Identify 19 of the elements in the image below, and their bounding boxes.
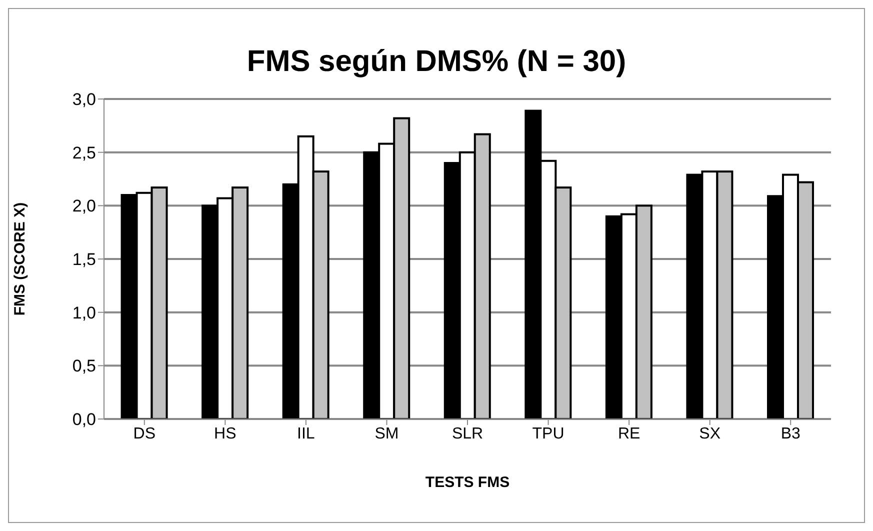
y-tick-label: 2,5 bbox=[72, 143, 96, 162]
x-tick-label: HS bbox=[214, 425, 236, 442]
y-axis-title: FMS (SCORE X) bbox=[11, 202, 28, 316]
y-tick-label: 1,0 bbox=[72, 303, 96, 322]
y-tick-label: 0,0 bbox=[72, 410, 96, 430]
y-tick-label: 2,0 bbox=[72, 196, 96, 216]
x-tick-label: SX bbox=[699, 425, 721, 442]
x-tick-label: B3 bbox=[780, 425, 800, 442]
x-tick-label: SLR bbox=[452, 425, 484, 442]
y-tick-label: 1,5 bbox=[72, 250, 96, 270]
chart-title: FMS según DMS% (N = 30) bbox=[246, 45, 628, 79]
x-axis-title: TESTS FMS bbox=[425, 474, 510, 491]
x-tick-label: SM bbox=[374, 425, 399, 442]
x-tick-label: IIL bbox=[297, 425, 315, 442]
x-tick-label: RE bbox=[618, 425, 640, 442]
y-tick-label: 3,0 bbox=[72, 90, 96, 110]
x-tick-label: DS bbox=[133, 425, 156, 442]
y-tick-label: 0,5 bbox=[72, 356, 96, 376]
x-tick-label: TPU bbox=[532, 425, 564, 442]
